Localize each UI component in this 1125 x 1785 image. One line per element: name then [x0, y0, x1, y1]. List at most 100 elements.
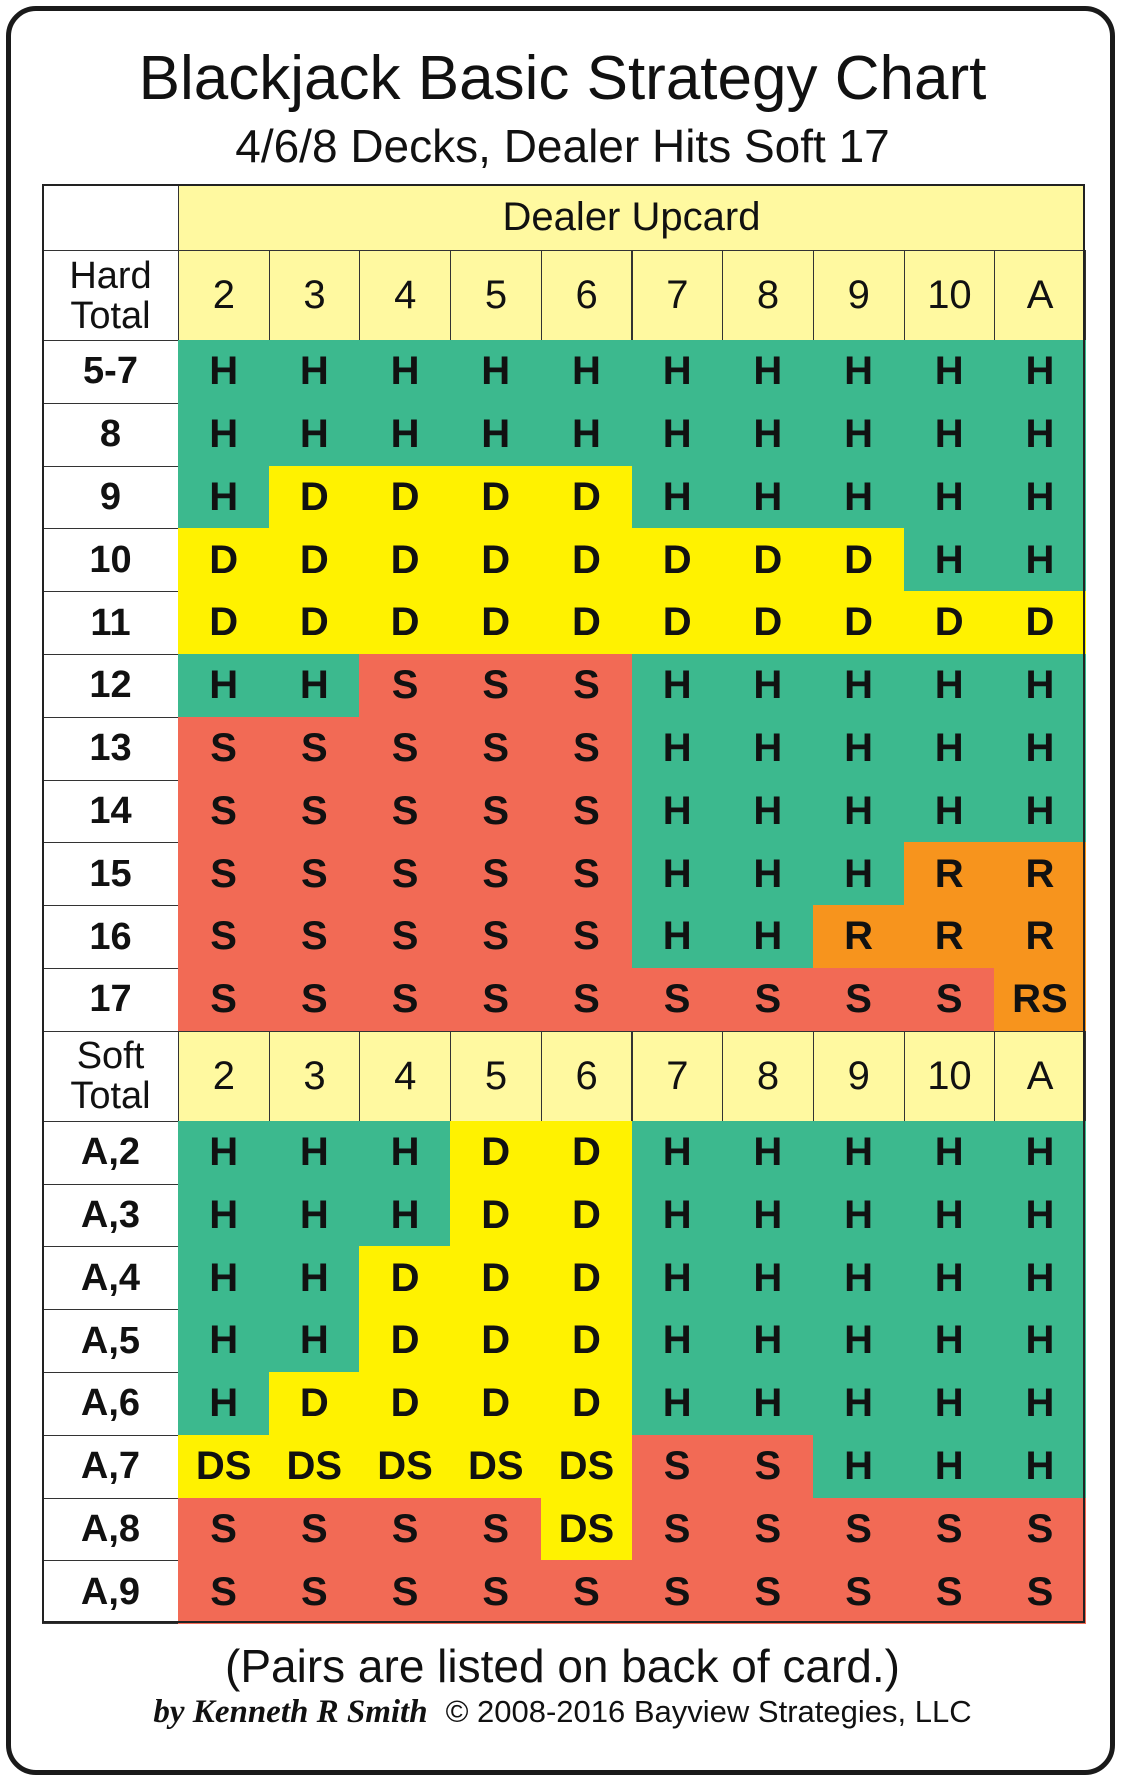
action-cell: H [812, 1309, 905, 1373]
row-total: 12 [42, 654, 179, 718]
action-cell: D [450, 1309, 542, 1373]
action-cell: H [994, 779, 1086, 843]
action-cell: S [450, 654, 542, 718]
action-cell: S [359, 1497, 451, 1561]
action-cell: D [450, 1120, 542, 1185]
upcard: 6 [540, 1030, 633, 1122]
action-cell: H [903, 465, 995, 529]
action-cell: H [812, 402, 905, 467]
action-cell: H [178, 465, 270, 529]
upcard: 4 [359, 250, 452, 341]
action-cell: D [178, 528, 270, 592]
action-cell: H [722, 465, 814, 529]
action-cell: S [178, 842, 270, 906]
action-cell: S [450, 716, 542, 781]
action-cell: H [812, 465, 905, 529]
action-cell: H [994, 1246, 1086, 1310]
action-cell: H [268, 654, 360, 718]
action-cell: S [178, 1497, 270, 1561]
action-cell: H [903, 1183, 995, 1247]
action-cell: H [540, 340, 633, 404]
action-cell: H [903, 340, 995, 404]
corner-blank [42, 184, 179, 251]
action-cell: H [903, 528, 995, 592]
action-cell: H [178, 340, 270, 404]
action-cell: S [268, 716, 360, 781]
action-cell: H [994, 1309, 1086, 1373]
action-cell: H [268, 402, 360, 467]
action-cell: D [268, 528, 360, 592]
action-cell: D [540, 1120, 633, 1185]
action-cell: H [722, 1183, 814, 1247]
action-cell: H [994, 1434, 1086, 1499]
action-cell: R [994, 905, 1086, 969]
action-cell: H [268, 1246, 360, 1310]
row-total: 17 [42, 968, 179, 1032]
action-cell: S [994, 1560, 1086, 1624]
action-cell: S [268, 1560, 360, 1624]
action-cell: H [359, 1120, 451, 1185]
action-cell: D [450, 465, 542, 529]
action-cell: H [994, 1372, 1086, 1436]
action-cell: H [178, 1183, 270, 1247]
footer-note: (Pairs are listed on back of card.) [225, 1640, 900, 1692]
action-cell: H [903, 402, 995, 467]
action-cell: H [722, 1120, 814, 1185]
row-total: 5-7 [42, 340, 179, 404]
action-cell: H [631, 716, 723, 781]
action-cell: S [359, 1560, 451, 1624]
action-cell: S [450, 1560, 542, 1624]
action-cell: DS [178, 1434, 270, 1499]
action-cell: R [812, 905, 905, 969]
upcard: 2 [178, 1030, 270, 1122]
action-cell: S [450, 779, 542, 843]
action-cell: H [903, 1434, 995, 1499]
action-cell: H [903, 1120, 995, 1185]
upcard-header: Dealer Upcard [178, 184, 1085, 251]
action-cell: H [994, 465, 1086, 529]
row-total: 10 [42, 528, 179, 593]
action-cell: D [722, 528, 814, 592]
action-cell: H [359, 340, 451, 404]
action-cell: H [631, 1120, 723, 1185]
upcard: 2 [178, 250, 270, 341]
action-cell: D [540, 1183, 633, 1247]
action-cell: H [631, 842, 723, 906]
row-total: 11 [42, 591, 179, 655]
action-cell: S [359, 654, 451, 718]
action-cell: H [359, 1183, 451, 1247]
action-cell: S [178, 716, 270, 781]
action-cell: H [812, 716, 905, 781]
row-total: A,3 [42, 1183, 179, 1248]
action-cell: S [722, 1497, 814, 1561]
action-cell: H [994, 402, 1086, 467]
action-cell: H [903, 716, 995, 781]
copyright: © 2008-2016 Bayview Strategies, LLC [445, 1694, 972, 1729]
upcard: 9 [812, 250, 905, 341]
action-cell: H [178, 654, 270, 718]
action-cell: S [359, 716, 451, 781]
action-cell: D [268, 1372, 360, 1436]
action-cell: D [450, 1183, 542, 1247]
upcard: 4 [359, 1030, 452, 1122]
action-cell: H [631, 1183, 723, 1247]
action-cell: S [812, 968, 905, 1032]
action-cell: H [722, 716, 814, 781]
action-cell: D [812, 591, 905, 655]
action-cell: D [631, 591, 723, 655]
row-total: A,7 [42, 1434, 179, 1499]
action-cell: H [722, 1309, 814, 1373]
action-cell: S [540, 1560, 633, 1624]
action-cell: H [178, 1309, 270, 1373]
action-cell: S [359, 905, 451, 969]
action-cell: H [178, 1246, 270, 1310]
action-cell: S [903, 968, 995, 1032]
action-cell: H [178, 402, 270, 467]
action-cell: S [268, 968, 360, 1032]
action-cell: S [540, 779, 633, 843]
action-cell: S [631, 968, 723, 1032]
section-label: Hard Total [42, 250, 179, 341]
action-cell: H [722, 654, 814, 718]
action-cell: H [268, 1120, 360, 1185]
